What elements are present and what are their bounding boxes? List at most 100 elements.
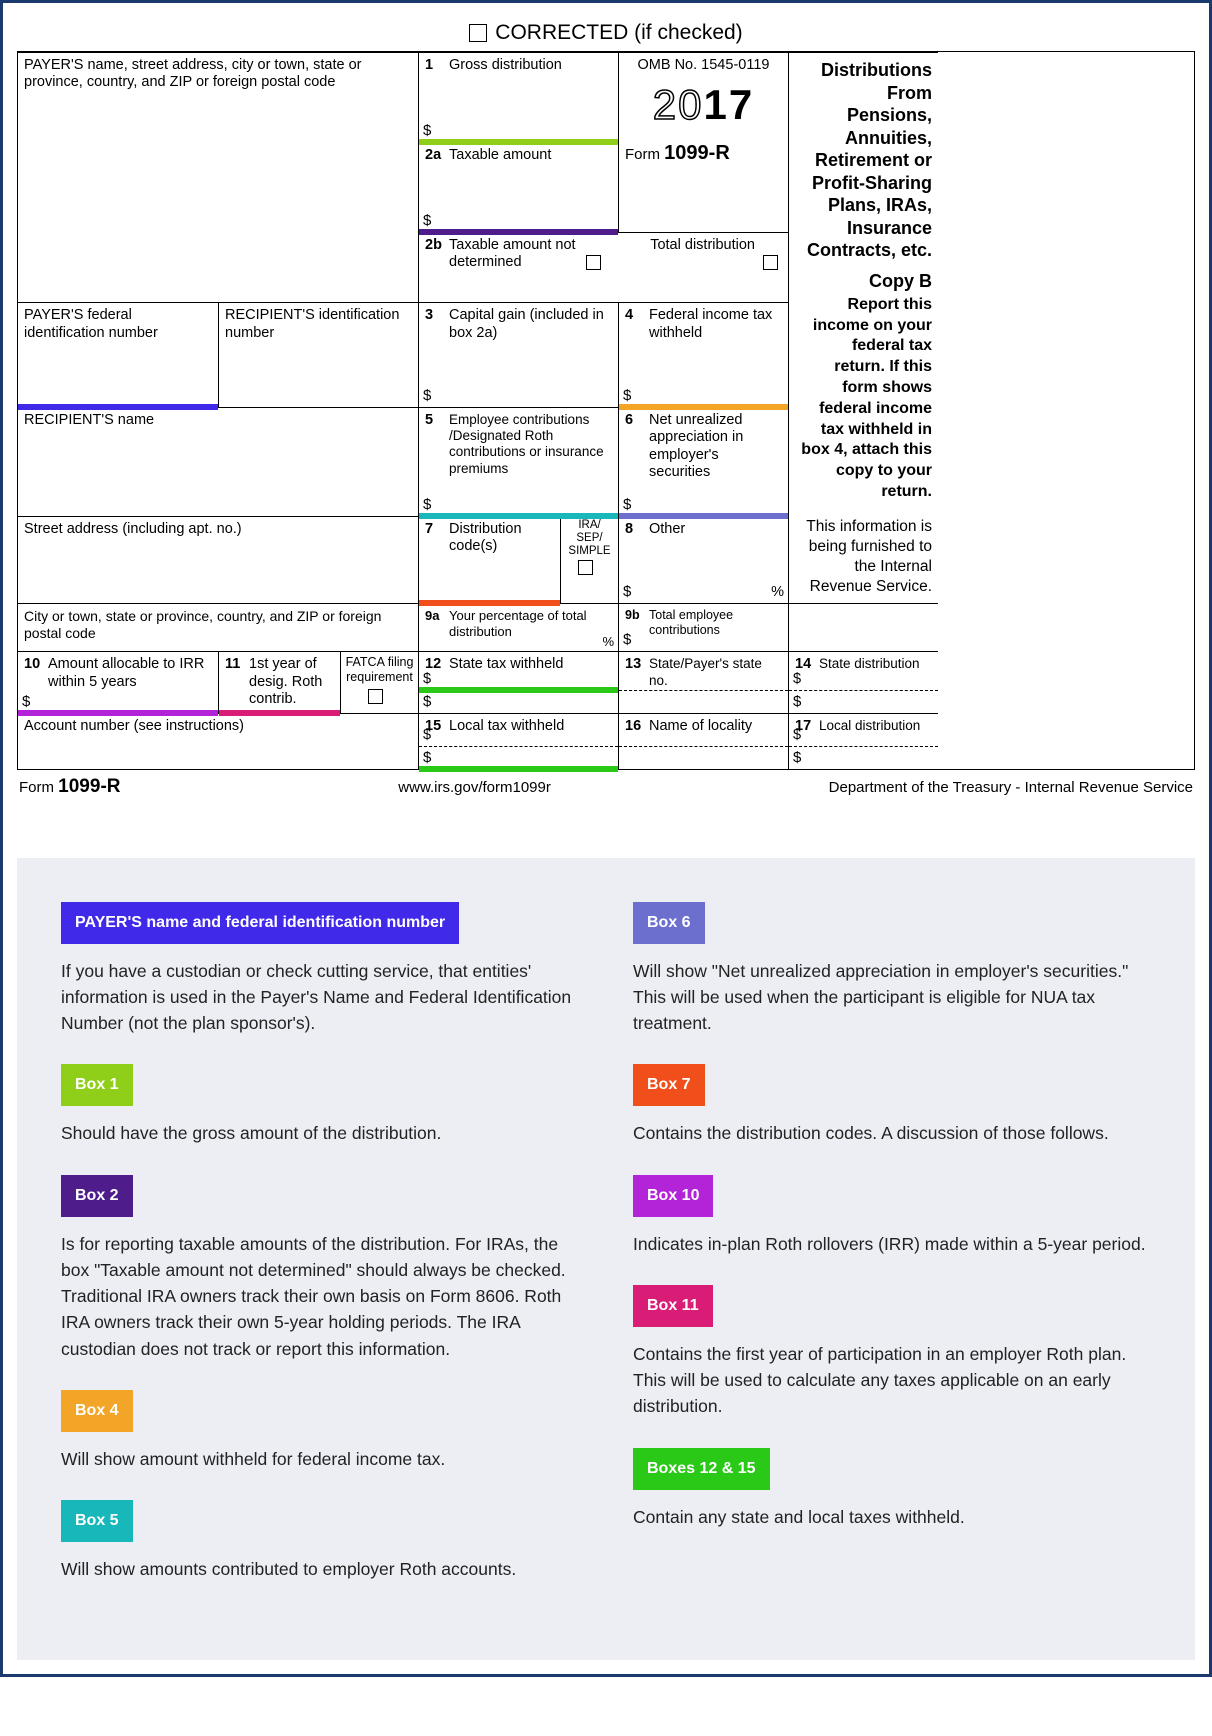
payer-highlight bbox=[18, 404, 218, 410]
box-2b[interactable]: 2b Taxable amount not determined Total d… bbox=[418, 232, 788, 303]
payer-address-label: PAYER'S name, street address, city or to… bbox=[24, 57, 361, 90]
irs-info: This information is being furnished to t… bbox=[799, 517, 932, 598]
box8-num: 8 bbox=[625, 521, 633, 538]
payer-name-address[interactable]: PAYER'S name, street address, city or to… bbox=[18, 52, 418, 232]
city-label: City or town, state or province, country… bbox=[24, 608, 381, 641]
box-12[interactable]: 12 State tax withheld $ $ bbox=[418, 651, 618, 712]
box1-num: 1 bbox=[425, 57, 433, 74]
year-box: OMB No. 1545-0119 2017 Form 1099-R bbox=[618, 52, 788, 232]
box15-dollar2: $ bbox=[423, 749, 431, 767]
box5-label: Employee contributions /Designated Roth … bbox=[449, 412, 612, 477]
box9b-dollar: $ bbox=[623, 631, 631, 649]
box10-dollar: $ bbox=[22, 693, 30, 711]
box1-highlight bbox=[419, 139, 618, 145]
box-13[interactable]: 13 State/Payer's state no. bbox=[618, 651, 788, 712]
right-panel: Distributions From Pensions, Annuities, … bbox=[788, 52, 938, 603]
box-8[interactable]: 8 Other $ % bbox=[618, 516, 788, 604]
box7-checkbox[interactable] bbox=[578, 560, 593, 575]
legend-badge: Box 4 bbox=[61, 1390, 133, 1432]
box4-highlight bbox=[619, 404, 788, 410]
box-6[interactable]: 6 Net unrealized appreciation in employe… bbox=[618, 407, 788, 516]
legend-text: Contains the distribution codes. A discu… bbox=[633, 1120, 1151, 1146]
street-address[interactable]: Street address (including apt. no.) bbox=[18, 516, 418, 604]
box13-label: State/Payer's state no. bbox=[649, 656, 782, 688]
box6-num: 6 bbox=[625, 412, 633, 429]
page-container: CORRECTED (if checked) PAYER'S name, str… bbox=[0, 0, 1212, 1677]
box-11[interactable]: 11 1st year of desig. Roth contrib. FATC… bbox=[218, 651, 418, 712]
footer-dept: Department of the Treasury - Internal Re… bbox=[829, 779, 1193, 796]
legend-item: Box 10Indicates in-plan Roth rollovers (… bbox=[633, 1175, 1151, 1257]
box8-dollar: $ bbox=[623, 583, 631, 601]
box-2a[interactable]: 2a Taxable amount $ bbox=[418, 142, 618, 232]
legend-item: Box 11 Contains the first year of partici… bbox=[633, 1285, 1151, 1420]
copy-label: Copy B bbox=[799, 270, 932, 293]
legend-badge: Box 2 bbox=[61, 1175, 133, 1217]
acct-label: Account number (see instructions) bbox=[24, 718, 244, 734]
box-5[interactable]: 5 Employee contributions /Designated Rot… bbox=[418, 407, 618, 516]
box6-dollar: $ bbox=[623, 496, 631, 514]
legend-badge: PAYER'S name and federal identification … bbox=[61, 902, 459, 944]
corrected-label: CORRECTED (if checked) bbox=[495, 21, 742, 44]
box-1[interactable]: 1 Gross distribution $ bbox=[418, 52, 618, 142]
payer-fin[interactable]: PAYER'S federal identification number bbox=[18, 302, 218, 407]
box-4[interactable]: 4 Federal income tax withheld $ bbox=[618, 302, 788, 407]
box4-label: Federal income tax withheld bbox=[649, 307, 782, 342]
box10-num: 10 bbox=[24, 656, 40, 673]
box7-highlight bbox=[419, 600, 560, 606]
legend-badge: Box 7 bbox=[633, 1064, 705, 1106]
box-17[interactable]: 17 Local distribution $ $ bbox=[788, 713, 938, 769]
box-9a[interactable]: 9a Your percentage of total distribution… bbox=[418, 603, 618, 651]
box-10[interactable]: 10 Amount allocable to IRR within 5 year… bbox=[18, 651, 218, 712]
legend-badge: Box 10 bbox=[633, 1175, 713, 1217]
account-number[interactable]: Account number (see instructions) bbox=[18, 713, 418, 769]
box2a-label: Taxable amount bbox=[449, 147, 612, 164]
recip-idn-label: RECIPIENT'S identification number bbox=[225, 307, 399, 340]
box3-label: Capital gain (included in box 2a) bbox=[449, 307, 612, 342]
tax-year: 2017 bbox=[625, 76, 782, 136]
box11-highlight bbox=[219, 710, 340, 716]
legend-item: Box 5 Will show amounts contributed to em… bbox=[61, 1500, 579, 1582]
legend-text: Contains the first year of participation… bbox=[633, 1341, 1151, 1420]
legend-text: Will show amount withheld for federal in… bbox=[61, 1446, 579, 1472]
box-16[interactable]: 16 Name of locality bbox=[618, 713, 788, 769]
box4-num: 4 bbox=[625, 307, 633, 324]
legend-text: If you have a custodian or check cutting… bbox=[61, 958, 579, 1037]
street-label: Street address (including apt. no.) bbox=[24, 521, 242, 537]
box6-label: Net unrealized appreciation in employer'… bbox=[649, 412, 782, 482]
legend-panel: PAYER'S name and federal identification … bbox=[17, 858, 1195, 1661]
box2b-check-a[interactable] bbox=[586, 255, 601, 270]
box-7[interactable]: 7 Distribution code(s) IRA/SEP/SIMPLE bbox=[418, 516, 618, 604]
city-state-zip[interactable]: City or town, state or province, country… bbox=[18, 603, 418, 651]
payer-fin-label: PAYER'S federal identification number bbox=[24, 307, 158, 340]
legend-badge: Box 11 bbox=[633, 1285, 713, 1327]
box9b-num: 9b bbox=[625, 608, 640, 623]
form-1099r: PAYER'S name, street address, city or to… bbox=[17, 51, 1195, 770]
box9a-num: 9a bbox=[425, 608, 439, 624]
recipient-name[interactable]: RECIPIENT'S name bbox=[18, 407, 418, 516]
box12-label: State tax withheld bbox=[449, 656, 612, 673]
legend-badge: Box 5 bbox=[61, 1500, 133, 1542]
box-15[interactable]: 15 Local tax withheld $ $ bbox=[418, 713, 618, 769]
box5-num: 5 bbox=[425, 412, 433, 429]
box-9b[interactable]: 9b Total employee contributions $ bbox=[618, 603, 788, 651]
legend-item: PAYER'S name and federal identification … bbox=[61, 902, 579, 1037]
box7-label: Distribution code(s) bbox=[449, 521, 554, 556]
box17-label: Local distribution bbox=[819, 718, 932, 734]
legend-left: PAYER'S name and federal identification … bbox=[61, 902, 579, 1611]
box2b-check-b[interactable] bbox=[763, 255, 778, 270]
fatca-checkbox[interactable] bbox=[368, 689, 383, 704]
recipient-idn[interactable]: RECIPIENT'S identification number bbox=[218, 302, 418, 407]
legend-text: Should have the gross amount of the dist… bbox=[61, 1120, 579, 1146]
box-14[interactable]: 14 State distribution $ $ bbox=[788, 651, 938, 712]
legend-item: Boxes 12 & 15Contain any state and local… bbox=[633, 1448, 1151, 1530]
form-title: Distributions From Pensions, Annuities, … bbox=[799, 59, 932, 262]
payer-spacer bbox=[18, 232, 418, 303]
legend-text: Will show amounts contributed to employe… bbox=[61, 1556, 579, 1582]
corrected-checkbox[interactable] bbox=[469, 24, 487, 42]
box-3[interactable]: 3 Capital gain (included in box 2a) $ bbox=[418, 302, 618, 407]
recip-name-label: RECIPIENT'S name bbox=[24, 412, 154, 428]
box3-dollar: $ bbox=[423, 387, 431, 405]
box12-dollar2: $ bbox=[423, 693, 431, 711]
footer-url: www.irs.gov/form1099r bbox=[398, 779, 551, 796]
box16-label: Name of locality bbox=[649, 718, 782, 735]
